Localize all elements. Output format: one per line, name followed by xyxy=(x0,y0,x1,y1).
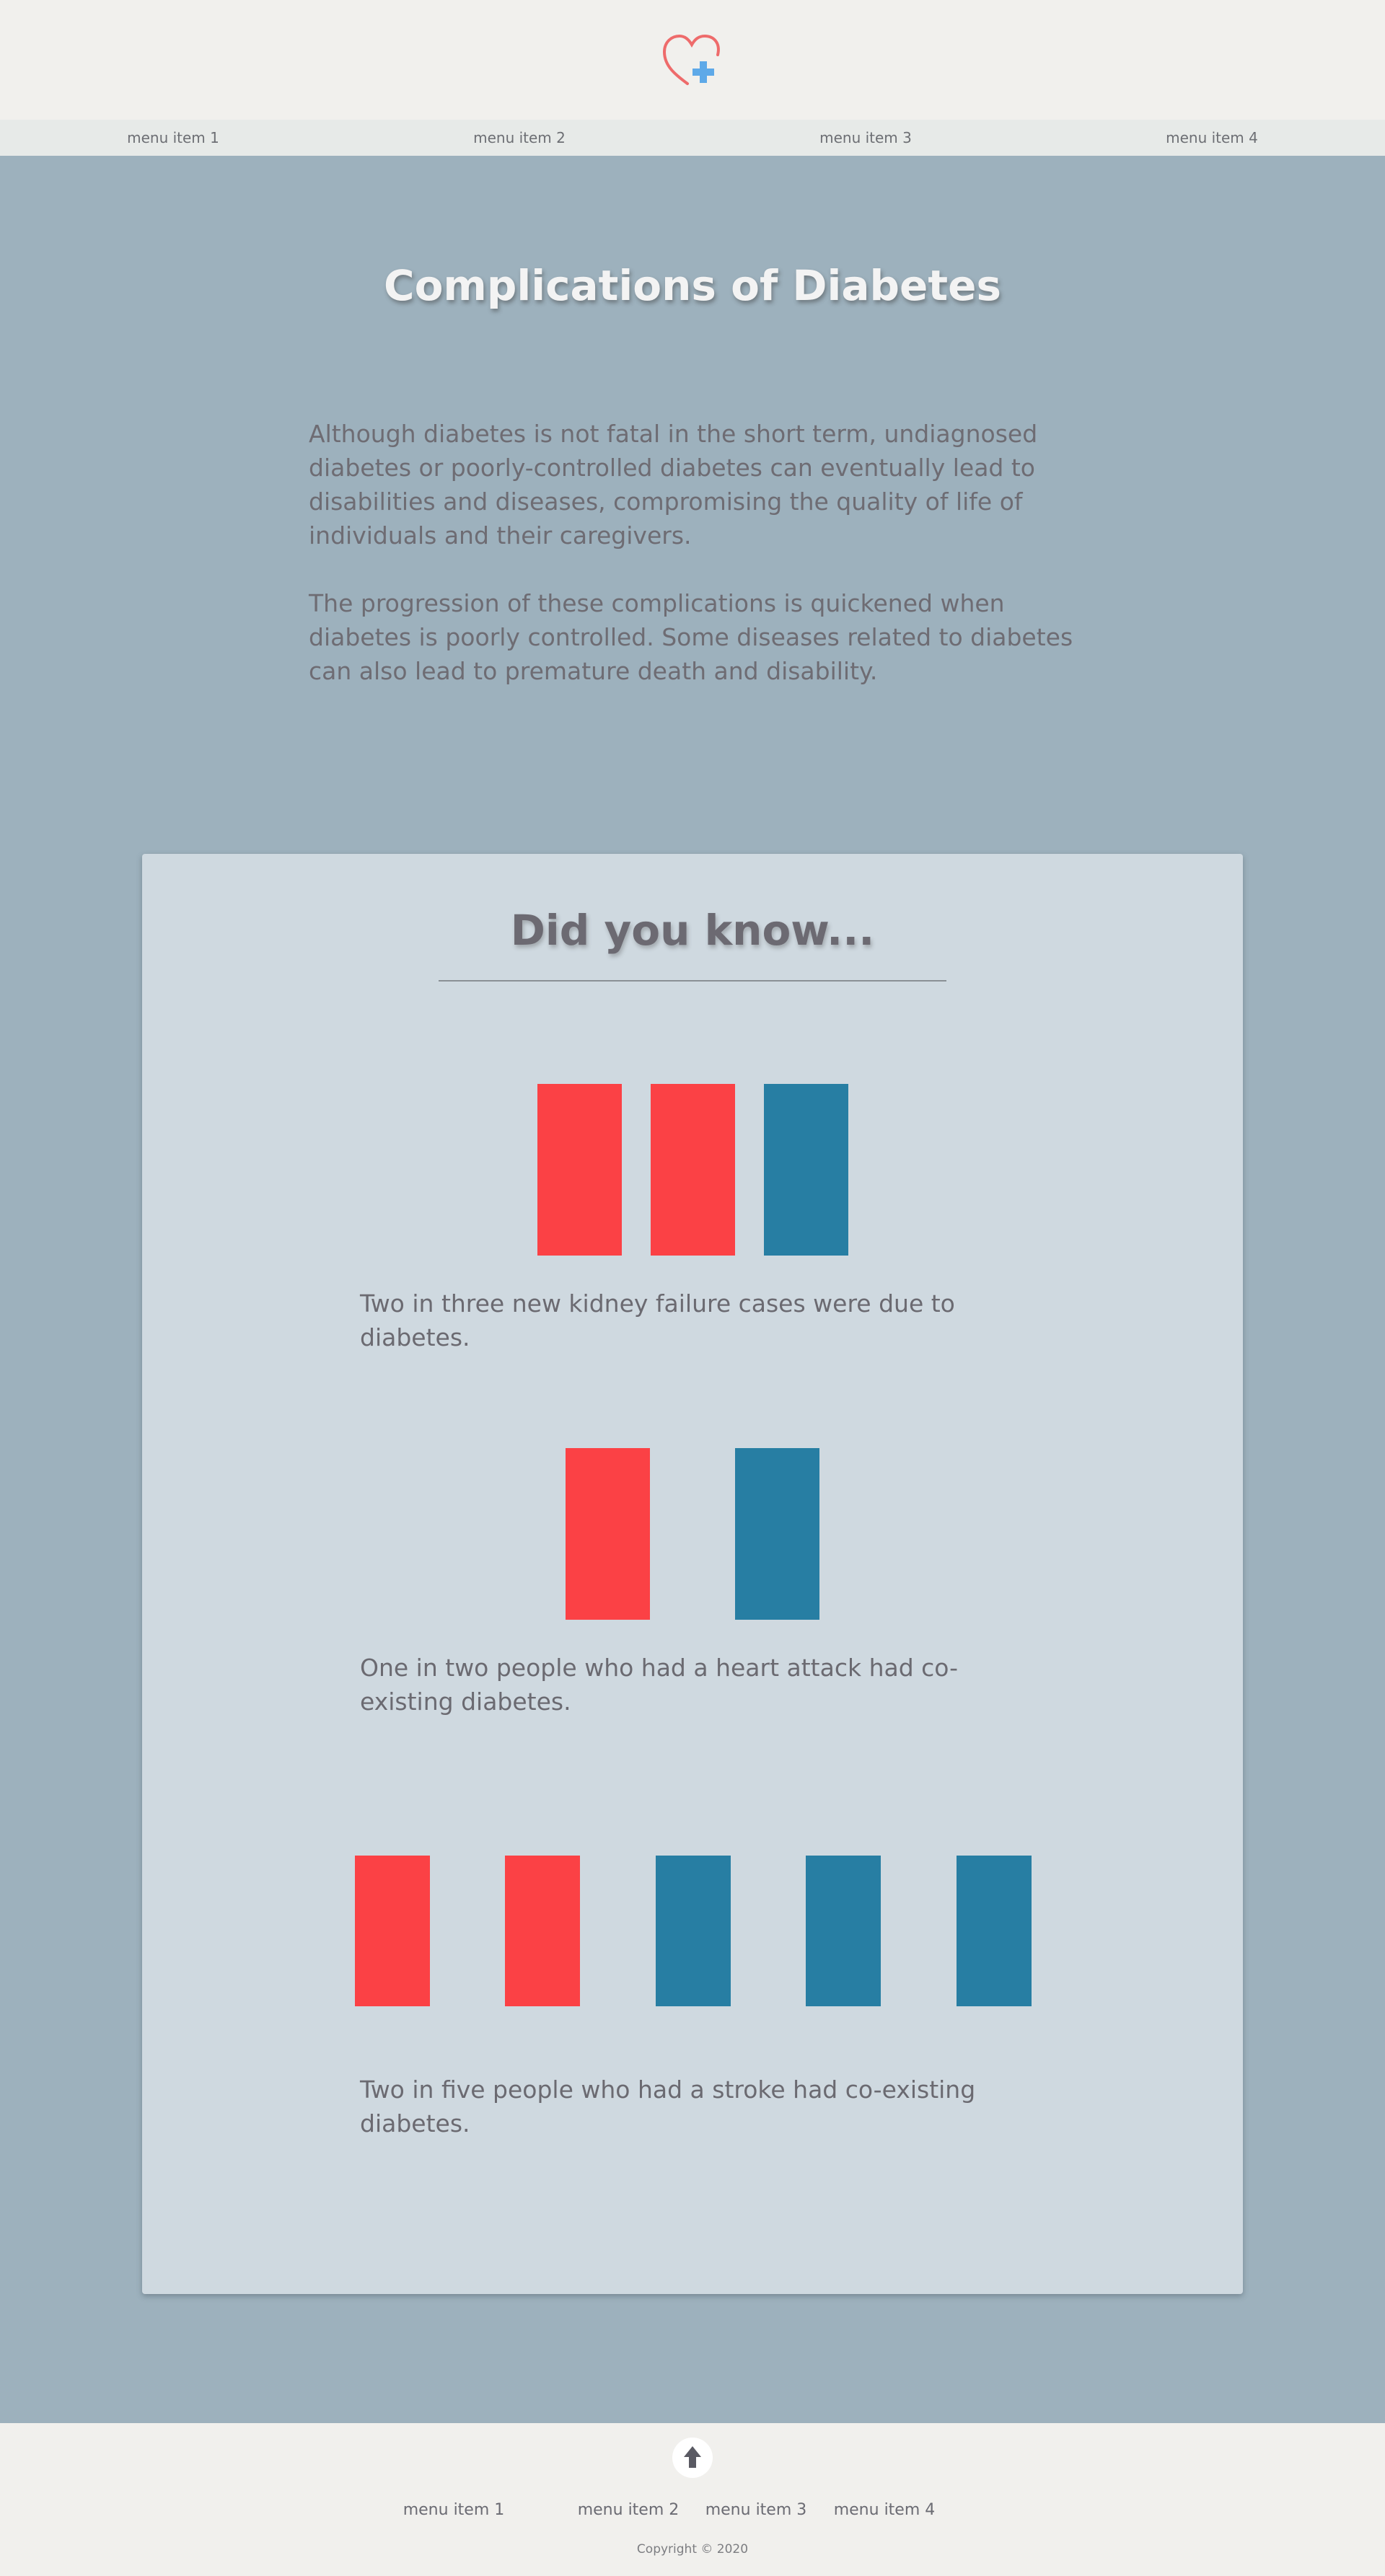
nav-menu-item-3[interactable]: menu item 3 xyxy=(819,129,912,146)
page-title: Complications of Diabetes xyxy=(384,261,1001,310)
copyright-text: Copyright © 2020 xyxy=(636,2542,749,2557)
base-bar xyxy=(957,1856,1032,2006)
base-bar xyxy=(806,1856,881,2006)
site-footer: menu item 1 menu item 2 menu item 3 menu… xyxy=(0,2423,1385,2576)
site-header xyxy=(0,0,1385,120)
nav-menu-item-1[interactable]: menu item 1 xyxy=(127,129,219,146)
title-divider xyxy=(439,980,946,982)
highlighted-bar xyxy=(651,1084,735,1256)
footer-menu-item-2[interactable]: menu item 2 xyxy=(577,2501,680,2519)
stat-text-heart-attack: One in two people who had a heart attack… xyxy=(360,1654,959,1716)
top-navigation: menu item 1 menu item 2 menu item 3 menu… xyxy=(0,120,1385,156)
base-bar xyxy=(735,1448,819,1620)
arrow-up-icon[interactable] xyxy=(672,2438,713,2478)
base-bar xyxy=(656,1856,731,2006)
base-bar xyxy=(764,1084,848,1256)
heart-plus-icon[interactable] xyxy=(660,30,725,91)
stat-text-kidney: Two in three new kidney failure cases we… xyxy=(360,1289,955,1351)
nav-menu-item-4[interactable]: menu item 4 xyxy=(1166,129,1258,146)
did-you-know-card: Did you know... Two in three new kidney … xyxy=(142,854,1243,2294)
nav-menu-item-2[interactable]: menu item 2 xyxy=(473,129,566,146)
intro-paragraph: Although diabetes is not fatal in the sh… xyxy=(309,420,1038,550)
footer-navigation: menu item 1 menu item 2 menu item 3 menu… xyxy=(0,2501,1385,2523)
card-title: Did you know... xyxy=(510,906,875,955)
highlighted-bar xyxy=(355,1856,430,2006)
stat-text-stroke: Two in five people who had a stroke had … xyxy=(360,2076,976,2138)
highlighted-bar xyxy=(505,1856,580,2006)
intro-text: Although diabetes is not fatal in the sh… xyxy=(309,417,1081,722)
highlighted-bar xyxy=(537,1084,622,1256)
footer-menu-item-1[interactable]: menu item 1 xyxy=(403,2501,505,2519)
intro-paragraph: The progression of these complications i… xyxy=(309,589,1073,685)
highlighted-bar xyxy=(566,1448,650,1620)
footer-menu-item-4[interactable]: menu item 4 xyxy=(833,2501,936,2519)
footer-menu-item-3[interactable]: menu item 3 xyxy=(705,2501,807,2519)
